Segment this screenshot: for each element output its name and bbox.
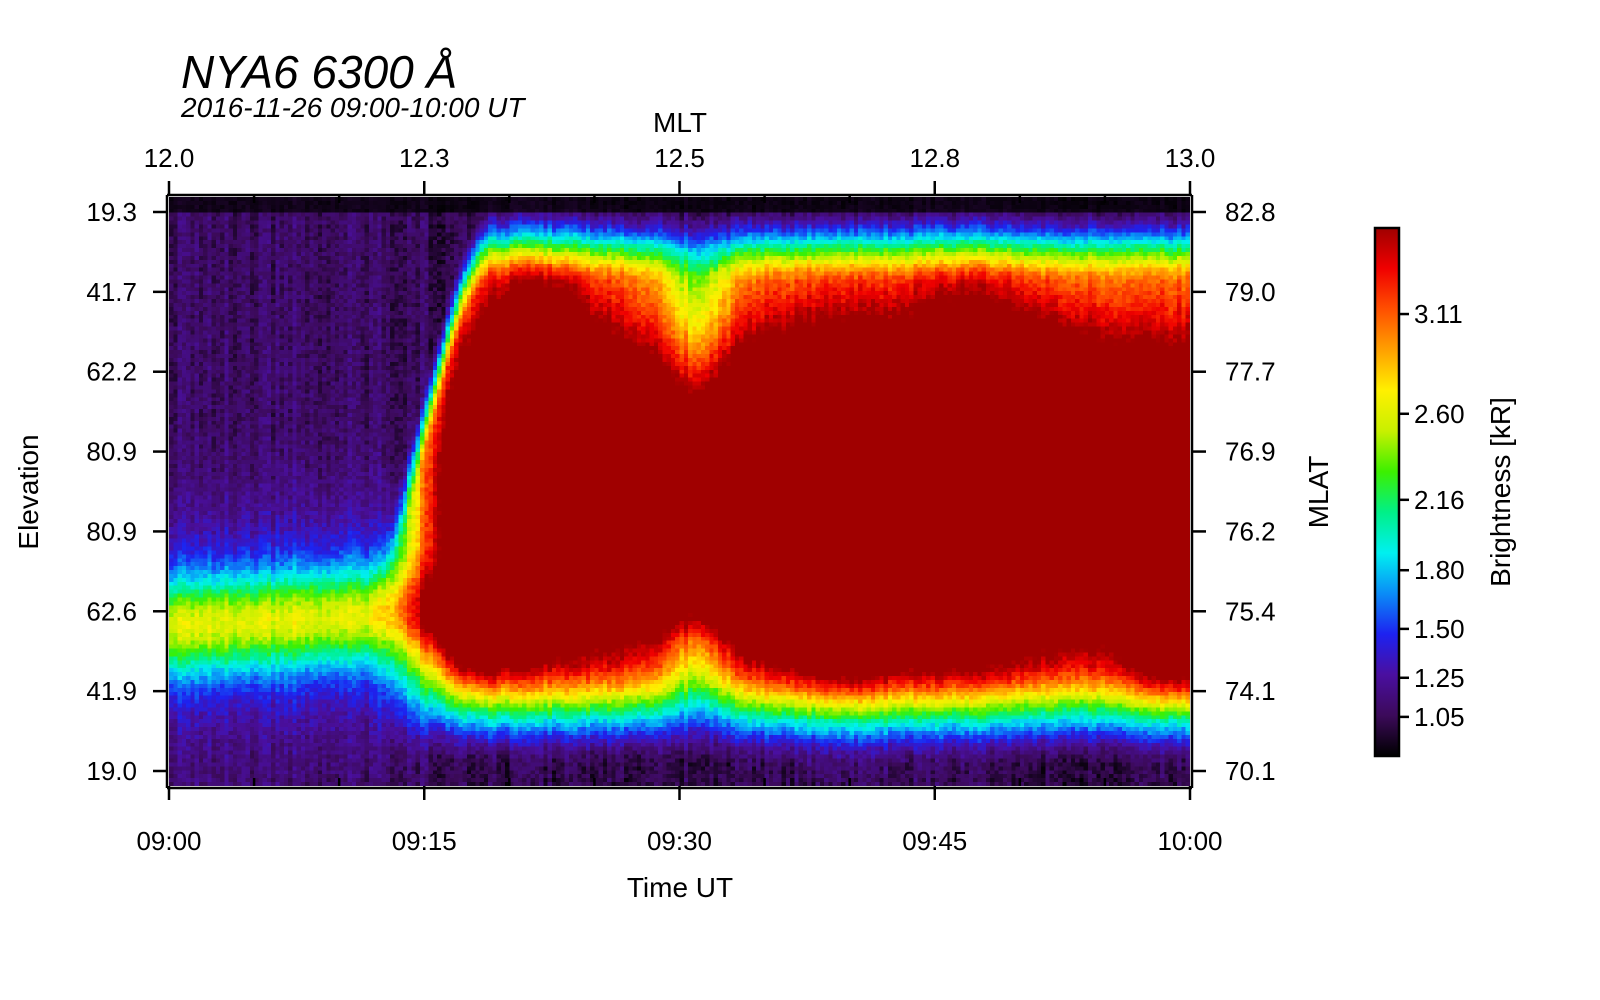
chart-title: NYA6 6300 Å [181,46,457,98]
chart-subtitle: 2016-11-26 09:00-10:00 UT [180,92,526,123]
colorbar-tick-labels: 3.11 2.60 2.16 1.80 1.50 1.25 1.05 [1399,299,1465,732]
x-tick-labels: 09:00 09:15 09:30 09:45 10:00 [136,826,1222,856]
colorbar: 3.11 2.60 2.16 1.80 1.50 1.25 1.05 Brightness … [1373,226,1516,758]
colorbar-tick-label: 3.11 [1414,299,1463,329]
y2-tick-label: 74.1 [1225,676,1276,706]
x2-tick-label: 13.0 [1165,143,1216,173]
y2-tick-label: 82.8 [1225,197,1276,227]
y2-tick-labels: 82.8 79.0 77.7 76.9 76.2 75.4 74.1 70.1 [1225,197,1276,786]
colorbar-tick-label: 1.05 [1414,702,1465,732]
x-tick-label: 09:00 [136,826,201,856]
x-tick-label: 09:45 [902,826,967,856]
y-tick-label: 19.3 [86,197,137,227]
x-tick-label: 09:15 [392,826,457,856]
x-tick-label: 09:30 [647,826,712,856]
colorbar-scale [1373,226,1401,758]
y2-tick-label: 76.2 [1225,516,1276,546]
y2-tick-label: 70.1 [1225,756,1276,786]
x2-tick-label: 12.0 [144,143,195,173]
x2-tick-label: 12.8 [909,143,960,173]
y2-tick-label: 79.0 [1225,277,1276,307]
heatmap [169,197,1190,786]
x2-tick-labels: 12.0 12.3 12.5 12.8 13.0 [144,143,1216,173]
x-tick-label: 10:00 [1157,826,1222,856]
x2-tick-label: 12.5 [654,143,705,173]
y-tick-labels: 19.3 41.7 62.2 80.9 80.9 62.6 41.9 19.0 [86,197,137,786]
y-tick-label: 19.0 [86,756,137,786]
y-tick-label: 41.7 [86,277,137,307]
keogram-image [169,197,1190,786]
y2-tick-label: 75.4 [1225,596,1276,626]
colorbar-tick-label: 2.60 [1414,399,1465,429]
y2-tick-label: 76.9 [1225,437,1276,467]
x2-axis-label: MLT [653,107,707,138]
colorbar-tick-label: 1.25 [1414,663,1465,693]
y-axis-label: Elevation [13,434,44,549]
colorbar-tick-label: 1.80 [1414,555,1465,585]
y-tick-label: 80.9 [86,516,137,546]
y-tick-label: 62.6 [86,596,137,626]
y2-tick-label: 77.7 [1225,357,1276,387]
y-tick-label: 41.9 [86,676,137,706]
colorbar-tick-label: 2.16 [1414,485,1465,515]
x2-tick-label: 12.3 [399,143,450,173]
x-axis-label: Time UT [627,872,733,903]
y2-axis-label: MLAT [1303,456,1334,529]
colorbar-tick-label: 1.50 [1414,614,1465,644]
y-tick-label: 80.9 [86,437,137,467]
y-tick-label: 62.2 [86,357,137,387]
tick-marks [153,181,1206,800]
colorbar-label: Brightness [kR] [1485,397,1516,587]
